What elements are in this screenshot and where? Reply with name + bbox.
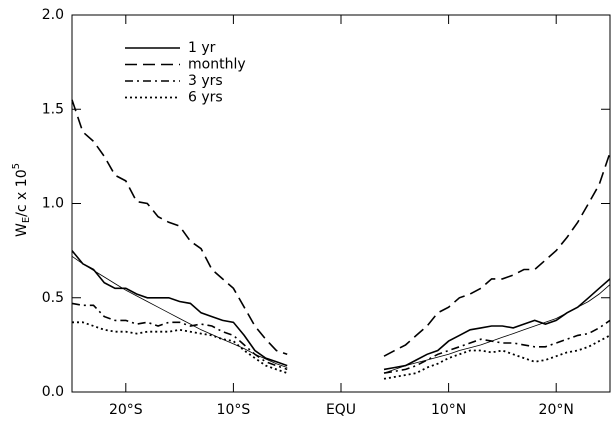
series-line <box>71 255 611 374</box>
x-tick-label: 20°S <box>109 402 143 418</box>
series-line <box>71 302 611 374</box>
y-tick-label: 0.0 <box>42 384 64 400</box>
y-label-base: W <box>14 223 30 237</box>
y-tick-label: 0.5 <box>42 290 64 306</box>
x-tick-label: 20°N <box>539 402 574 418</box>
legend-label: 6 yrs <box>188 90 223 106</box>
y-label-mid: /c x 10 <box>14 169 30 216</box>
x-tick-label: EQU <box>326 402 356 418</box>
y-label-sub: E <box>21 217 32 223</box>
legend-label: 1 yr <box>188 40 216 56</box>
y-label-sup: 5 <box>11 163 22 169</box>
y-axis-label: WE/c x 105 <box>11 163 32 237</box>
plot-frame <box>71 14 611 393</box>
x-tick-label: 10°S <box>217 402 251 418</box>
y-tick-label: 2.0 <box>42 7 64 23</box>
y-tick-label: 1.0 <box>42 196 64 212</box>
series-line <box>72 321 611 380</box>
x-tick-label: 10°N <box>431 402 466 418</box>
legend-label: monthly <box>188 57 246 73</box>
y-tick-label: 1.5 <box>42 101 64 117</box>
series-line <box>71 99 611 357</box>
legend-label: 3 yrs <box>188 73 223 89</box>
series-line <box>71 250 611 371</box>
